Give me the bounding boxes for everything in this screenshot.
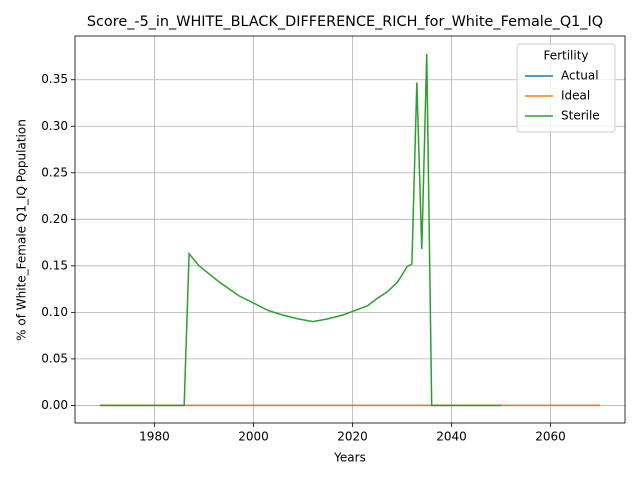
y-tick-label: 0.30 [41, 119, 68, 133]
y-tick-label: 0.25 [41, 165, 68, 179]
y-tick-label: 0.35 [41, 72, 68, 86]
y-tick-label: 0.20 [41, 212, 68, 226]
y-tick-label: 0.15 [41, 258, 68, 272]
x-tick-label: 2060 [535, 430, 566, 444]
x-tick-label: 1980 [139, 430, 170, 444]
y-axis-label: % of White_Female Q1_IQ Population [15, 119, 29, 341]
y-tick-label: 0.10 [41, 305, 68, 319]
x-axis-label: Years [333, 451, 366, 465]
line-series [100, 53, 501, 407]
y-tick-label: 0.00 [41, 398, 68, 412]
chart-title: Score_-5_in_WHITE_BLACK_DIFFERENCE_RICH_… [87, 14, 603, 30]
x-tick-label: 2040 [436, 430, 467, 444]
x-tick-label: 2000 [238, 430, 269, 444]
legend-label: Actual [561, 69, 599, 83]
x-tick-label: 2020 [337, 430, 368, 444]
y-tick-label: 0.05 [41, 351, 68, 365]
legend-box [516, 43, 616, 133]
legend-label: Ideal [561, 89, 590, 103]
legend-title: Fertility [543, 49, 588, 63]
legend-label: Sterile [561, 109, 600, 123]
axes-frame [74, 35, 626, 424]
legend: Fertility Actual Ideal Sterile [516, 43, 616, 133]
